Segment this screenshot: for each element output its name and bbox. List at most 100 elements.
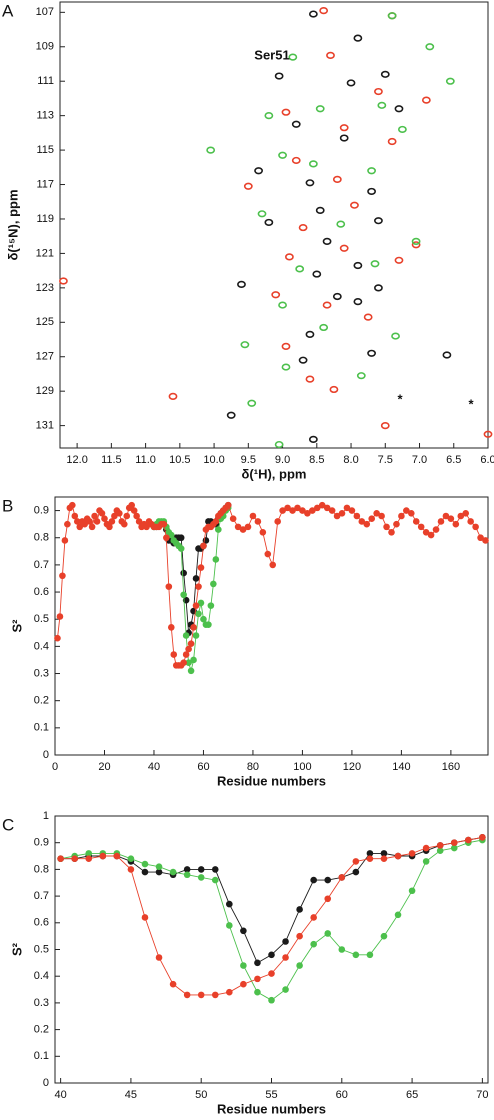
peak <box>374 284 383 292</box>
data-point <box>85 850 93 857</box>
y-tick-label: 0.7 <box>34 559 49 571</box>
peak <box>370 260 380 268</box>
data-point <box>366 855 374 863</box>
data-point <box>388 529 395 536</box>
x-tick-label: 160 <box>442 761 460 773</box>
y-tick-label: 113 <box>36 110 54 122</box>
peak <box>397 125 407 134</box>
annotation: * <box>397 391 403 406</box>
peak <box>226 411 236 419</box>
data-point <box>177 545 185 552</box>
data-point <box>422 858 430 865</box>
peak <box>391 332 400 340</box>
data-point <box>226 922 233 929</box>
x-tick-label: 9.0 <box>275 454 290 466</box>
data-point <box>408 850 416 857</box>
data-point <box>422 844 430 852</box>
y-tick-label: 0.9 <box>34 837 49 849</box>
data-point <box>274 518 281 525</box>
data-point <box>182 632 190 639</box>
data-point <box>167 624 175 631</box>
peak <box>322 301 332 309</box>
data-point <box>240 927 247 935</box>
data-point <box>259 529 267 536</box>
data-point <box>141 860 149 868</box>
data-point <box>192 575 200 582</box>
data-point <box>380 855 388 863</box>
peak <box>247 399 257 407</box>
data-point <box>155 863 163 871</box>
data-point <box>210 580 217 588</box>
peak <box>308 10 318 18</box>
x-axis-title: Residue numbers <box>217 1101 326 1116</box>
data-point <box>268 970 275 977</box>
peak <box>254 167 263 175</box>
peak <box>425 43 435 51</box>
x-tick-label: 10.5 <box>169 454 190 466</box>
data-point <box>422 529 430 536</box>
data-point <box>289 507 296 514</box>
data-point <box>190 656 197 664</box>
y-tick-label: 0.6 <box>34 586 49 598</box>
data-point <box>324 876 332 884</box>
peak <box>356 372 366 380</box>
data-point <box>224 501 232 509</box>
data-point <box>141 868 149 876</box>
data-point <box>195 610 202 618</box>
data-point <box>133 512 140 520</box>
data-point <box>477 534 484 542</box>
y-axis-title: δ(¹⁵N), ppm <box>5 189 20 260</box>
y-tick-label: 115 <box>36 144 54 156</box>
data-point <box>73 518 81 525</box>
peak <box>387 137 397 146</box>
data-point <box>457 512 465 520</box>
data-point <box>54 634 61 642</box>
y-tick-label: 109 <box>36 41 54 53</box>
peak <box>305 330 315 338</box>
data-point <box>353 512 361 520</box>
data-point <box>363 520 371 528</box>
data-point <box>254 518 262 525</box>
peak <box>319 323 329 332</box>
peak <box>305 375 315 383</box>
data-point <box>380 932 388 940</box>
data-point <box>366 951 374 959</box>
y-tick-label: 0.2 <box>34 1024 49 1036</box>
data-point <box>348 507 356 514</box>
peak <box>59 277 68 285</box>
peak <box>332 175 342 183</box>
peak <box>291 120 301 128</box>
data-point <box>442 512 450 520</box>
data-point <box>120 520 128 528</box>
data-point <box>197 599 205 607</box>
data-point <box>64 520 71 528</box>
data-point <box>338 946 346 953</box>
data-point <box>71 855 78 863</box>
peak <box>315 206 325 214</box>
peak <box>308 160 318 168</box>
y-tick-label: 117 <box>36 178 54 190</box>
data-point <box>378 512 385 520</box>
data-point <box>254 988 261 996</box>
peak <box>308 435 318 443</box>
data-point <box>135 518 143 525</box>
peak <box>298 356 308 364</box>
data-point <box>310 914 317 921</box>
panel-label: B <box>2 496 13 515</box>
y-tick-label: 0.5 <box>34 943 49 955</box>
data-point <box>279 507 286 514</box>
data-point <box>187 640 195 647</box>
data-point <box>249 512 257 520</box>
data-point <box>282 986 289 993</box>
data-point <box>450 839 458 846</box>
data-point <box>127 855 135 863</box>
peak <box>483 430 493 438</box>
peak <box>312 270 322 278</box>
data-point <box>108 518 116 525</box>
peak <box>319 7 329 15</box>
peak <box>237 280 246 289</box>
data-point <box>482 537 489 544</box>
data-point <box>313 504 321 512</box>
x-tick-label: 6.5 <box>446 454 461 466</box>
y-tick-label: 0.7 <box>34 890 49 902</box>
